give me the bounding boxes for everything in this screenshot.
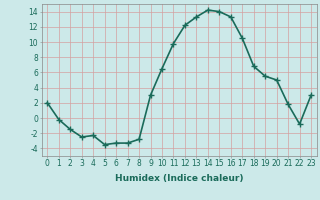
X-axis label: Humidex (Indice chaleur): Humidex (Indice chaleur)	[115, 174, 244, 183]
